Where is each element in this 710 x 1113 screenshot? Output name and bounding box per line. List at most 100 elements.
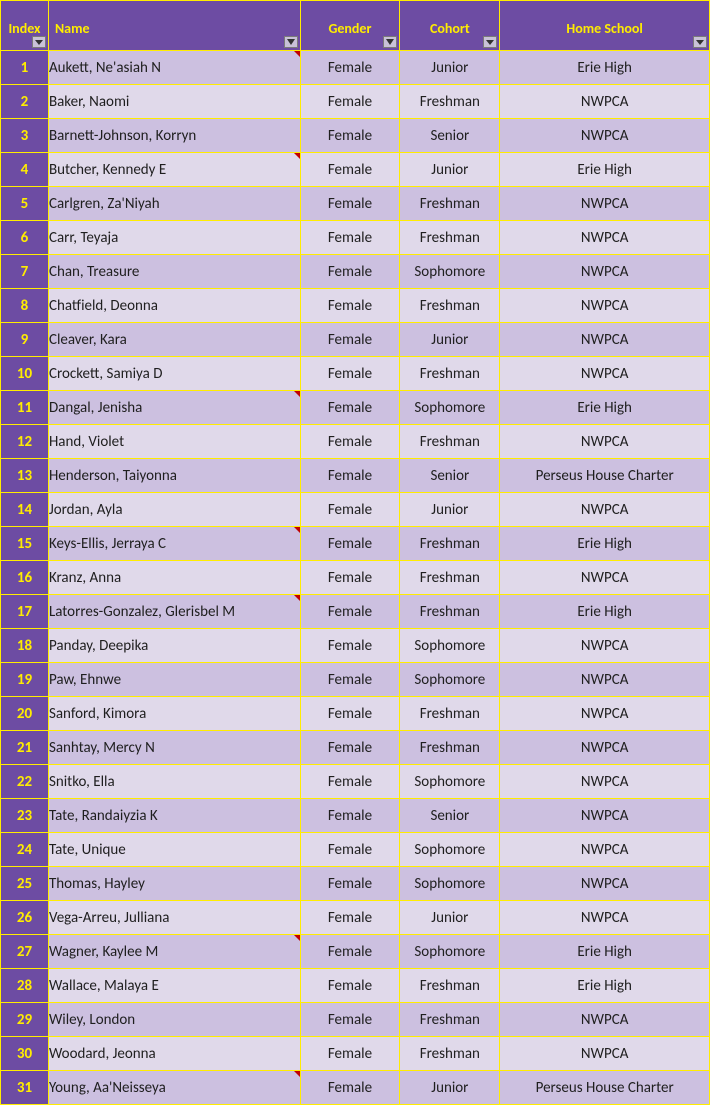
cell-index[interactable]: 14 <box>1 493 49 527</box>
cell-school[interactable]: Erie High <box>500 51 710 85</box>
cell-name[interactable]: Carr, Teyaja <box>48 221 300 255</box>
cell-name[interactable]: Snitko, Ella <box>48 765 300 799</box>
cell-gender[interactable]: Female <box>300 969 400 1003</box>
cell-index[interactable]: 21 <box>1 731 49 765</box>
cell-school[interactable]: Perseus House Charter <box>500 459 710 493</box>
cell-cohort[interactable]: Sophomore <box>400 765 500 799</box>
cell-name[interactable]: Vega-Arreu, Julliana <box>48 901 300 935</box>
cell-name[interactable]: Wagner, Kaylee M <box>48 935 300 969</box>
cell-gender[interactable]: Female <box>300 629 400 663</box>
cell-cohort[interactable]: Senior <box>400 119 500 153</box>
cell-index[interactable]: 18 <box>1 629 49 663</box>
cell-school[interactable]: NWPCA <box>500 799 710 833</box>
cell-name[interactable]: Crockett, Samiya D <box>48 357 300 391</box>
cell-cohort[interactable]: Junior <box>400 153 500 187</box>
cell-index[interactable]: 8 <box>1 289 49 323</box>
cell-cohort[interactable]: Freshman <box>400 731 500 765</box>
cell-school[interactable]: NWPCA <box>500 867 710 901</box>
cell-name[interactable]: Thomas, Hayley <box>48 867 300 901</box>
cell-cohort[interactable]: Freshman <box>400 85 500 119</box>
cell-school[interactable]: Erie High <box>500 527 710 561</box>
cell-index[interactable]: 19 <box>1 663 49 697</box>
cell-cohort[interactable]: Freshman <box>400 561 500 595</box>
cell-gender[interactable]: Female <box>300 765 400 799</box>
cell-gender[interactable]: Female <box>300 323 400 357</box>
cell-name[interactable]: Chan, Treasure <box>48 255 300 289</box>
cell-cohort[interactable]: Sophomore <box>400 391 500 425</box>
cell-gender[interactable]: Female <box>300 153 400 187</box>
cell-school[interactable]: NWPCA <box>500 1037 710 1071</box>
cell-school[interactable]: NWPCA <box>500 765 710 799</box>
cell-gender[interactable]: Female <box>300 731 400 765</box>
cell-gender[interactable]: Female <box>300 85 400 119</box>
cell-cohort[interactable]: Freshman <box>400 969 500 1003</box>
cell-index[interactable]: 16 <box>1 561 49 595</box>
cell-index[interactable]: 7 <box>1 255 49 289</box>
cell-cohort[interactable]: Freshman <box>400 595 500 629</box>
cell-gender[interactable]: Female <box>300 51 400 85</box>
cell-cohort[interactable]: Freshman <box>400 1003 500 1037</box>
cell-name[interactable]: Dangal, Jenisha <box>48 391 300 425</box>
cell-index[interactable]: 26 <box>1 901 49 935</box>
cell-name[interactable]: Tate, Randaiyzia K <box>48 799 300 833</box>
cell-name[interactable]: Young, Aa'Neisseya <box>48 1071 300 1105</box>
cell-name[interactable]: Carlgren, Za'Niyah <box>48 187 300 221</box>
cell-gender[interactable]: Female <box>300 459 400 493</box>
cell-index[interactable]: 23 <box>1 799 49 833</box>
cell-index[interactable]: 28 <box>1 969 49 1003</box>
cell-name[interactable]: Aukett, Ne'asiah N <box>48 51 300 85</box>
cell-cohort[interactable]: Junior <box>400 493 500 527</box>
cell-index[interactable]: 27 <box>1 935 49 969</box>
cell-index[interactable]: 29 <box>1 1003 49 1037</box>
cell-name[interactable]: Wallace, Malaya E <box>48 969 300 1003</box>
cell-cohort[interactable]: Freshman <box>400 357 500 391</box>
cell-cohort[interactable]: Sophomore <box>400 255 500 289</box>
filter-dropdown-icon[interactable] <box>483 36 497 48</box>
cell-index[interactable]: 4 <box>1 153 49 187</box>
cell-name[interactable]: Panday, Deepika <box>48 629 300 663</box>
cell-gender[interactable]: Female <box>300 663 400 697</box>
cell-cohort[interactable]: Freshman <box>400 425 500 459</box>
cell-school[interactable]: NWPCA <box>500 629 710 663</box>
cell-name[interactable]: Tate, Unique <box>48 833 300 867</box>
cell-cohort[interactable]: Freshman <box>400 697 500 731</box>
cell-gender[interactable]: Female <box>300 221 400 255</box>
cell-name[interactable]: Jordan, Ayla <box>48 493 300 527</box>
cell-index[interactable]: 15 <box>1 527 49 561</box>
cell-index[interactable]: 31 <box>1 1071 49 1105</box>
cell-school[interactable]: NWPCA <box>500 493 710 527</box>
cell-gender[interactable]: Female <box>300 119 400 153</box>
cell-gender[interactable]: Female <box>300 561 400 595</box>
cell-name[interactable]: Latorres-Gonzalez, Glerisbel M <box>48 595 300 629</box>
cell-index[interactable]: 9 <box>1 323 49 357</box>
cell-index[interactable]: 20 <box>1 697 49 731</box>
cell-index[interactable]: 6 <box>1 221 49 255</box>
cell-index[interactable]: 1 <box>1 51 49 85</box>
cell-gender[interactable]: Female <box>300 595 400 629</box>
cell-cohort[interactable]: Sophomore <box>400 867 500 901</box>
cell-school[interactable]: Erie High <box>500 969 710 1003</box>
cell-gender[interactable]: Female <box>300 833 400 867</box>
cell-gender[interactable]: Female <box>300 901 400 935</box>
cell-gender[interactable]: Female <box>300 1037 400 1071</box>
cell-school[interactable]: NWPCA <box>500 731 710 765</box>
cell-cohort[interactable]: Senior <box>400 459 500 493</box>
filter-dropdown-icon[interactable] <box>32 36 46 48</box>
cell-school[interactable]: NWPCA <box>500 119 710 153</box>
cell-school[interactable]: NWPCA <box>500 697 710 731</box>
cell-cohort[interactable]: Sophomore <box>400 935 500 969</box>
cell-index[interactable]: 22 <box>1 765 49 799</box>
comment-indicator-icon[interactable] <box>294 153 300 159</box>
cell-gender[interactable]: Female <box>300 1071 400 1105</box>
cell-name[interactable]: Barnett-Johnson, Korryn <box>48 119 300 153</box>
cell-index[interactable]: 25 <box>1 867 49 901</box>
comment-indicator-icon[interactable] <box>294 51 300 57</box>
cell-gender[interactable]: Female <box>300 493 400 527</box>
cell-cohort[interactable]: Freshman <box>400 221 500 255</box>
cell-index[interactable]: 17 <box>1 595 49 629</box>
cell-cohort[interactable]: Junior <box>400 51 500 85</box>
comment-indicator-icon[interactable] <box>294 527 300 533</box>
cell-cohort[interactable]: Freshman <box>400 527 500 561</box>
cell-school[interactable]: NWPCA <box>500 833 710 867</box>
cell-gender[interactable]: Female <box>300 935 400 969</box>
